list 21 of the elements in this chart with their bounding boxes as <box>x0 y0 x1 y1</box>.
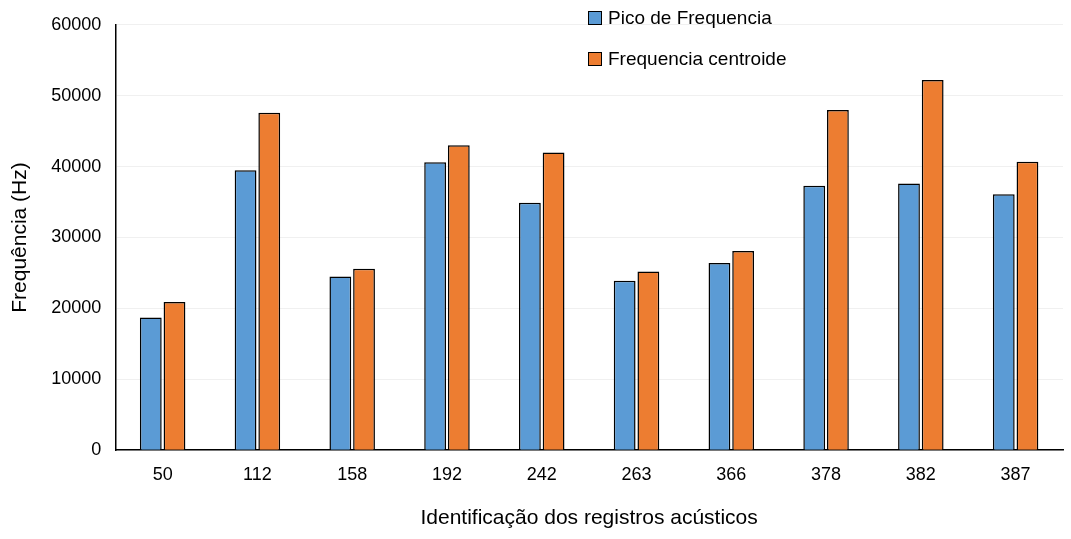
x-tick-label: 382 <box>905 463 936 484</box>
y-tick-label: 10000 <box>51 368 102 389</box>
x-tick-label: 242 <box>526 463 557 484</box>
y-tick-label: 40000 <box>51 155 102 176</box>
x-tick-label: 387 <box>1000 463 1031 484</box>
x-tick-label: 366 <box>716 463 747 484</box>
x-tick-label: 378 <box>811 463 842 484</box>
x-tick-label: 50 <box>152 463 173 484</box>
y-tick-label: 30000 <box>51 226 102 247</box>
y-tick-label: 0 <box>91 439 102 460</box>
x-tick-label: 192 <box>431 463 462 484</box>
legend-label: Frequencia centroide <box>608 47 787 71</box>
x-axis-title: Identificação dos registros acústicos <box>420 505 758 529</box>
y-tick-label: 50000 <box>51 84 102 105</box>
y-tick-label: 60000 <box>51 13 102 34</box>
x-tick-label: 263 <box>621 463 652 484</box>
x-tick-label: 158 <box>337 463 368 484</box>
x-tick-label: 112 <box>243 463 272 484</box>
legend-label: Pico de Frequencia <box>608 6 772 30</box>
y-tick-label: 20000 <box>51 297 102 318</box>
y-axis-title: Frequência (Hz) <box>7 162 31 313</box>
